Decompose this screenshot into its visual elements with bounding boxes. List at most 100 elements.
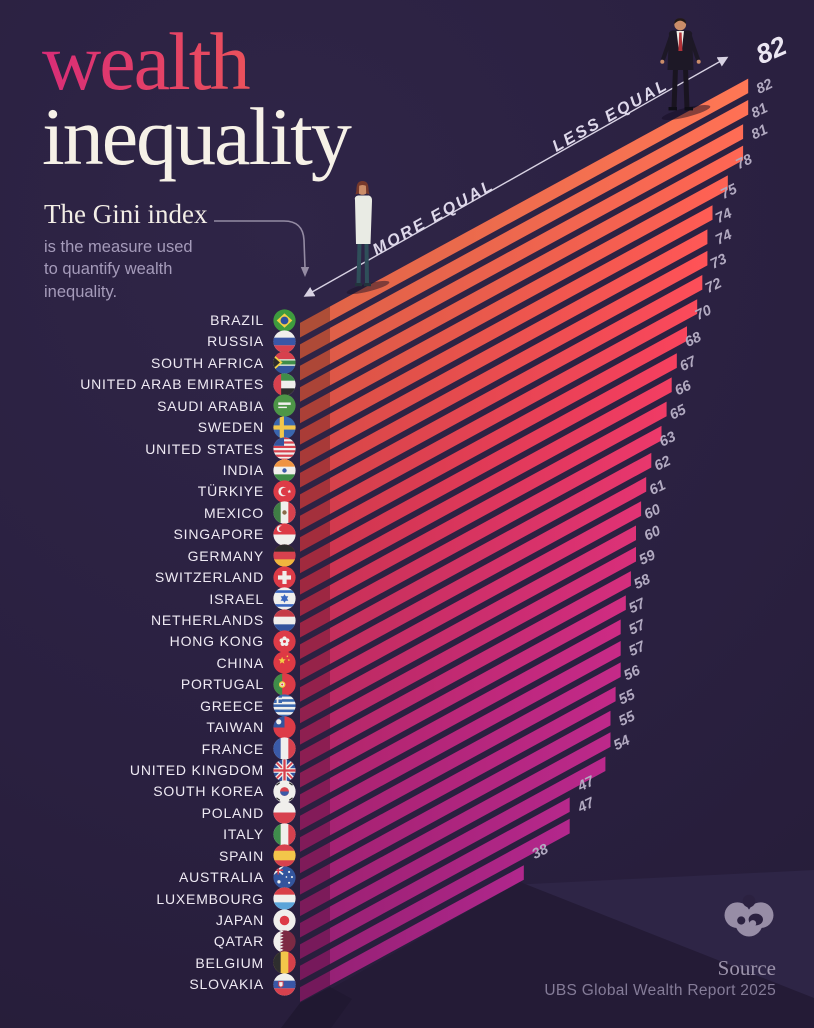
flag-italy-icon xyxy=(273,823,296,846)
bar-china xyxy=(330,477,647,664)
country-row-luxembourg: LUXEMBOURG xyxy=(0,887,296,910)
country-row-japan: JAPAN xyxy=(0,908,296,932)
bar-hong-kong xyxy=(330,452,652,643)
flag-t-rkiye-icon xyxy=(273,480,296,503)
country-label-taiwan: TAIWAN xyxy=(206,719,264,736)
bar-endcap-t-rkiye xyxy=(300,477,330,509)
value-label-greece: 60 xyxy=(642,502,664,523)
country-label-switzerland: SWITZERLAND xyxy=(154,569,264,586)
bar-endcap-france xyxy=(300,735,330,767)
bar-endcap-united-arab-emirates xyxy=(300,370,330,402)
country-label-united-kingdom: UNITED KINGDOM xyxy=(129,762,264,779)
country-row-taiwan: TAIWAN xyxy=(0,716,296,739)
country-label-australia: AUSTRALIA xyxy=(179,869,264,886)
flag-singapore-icon xyxy=(273,523,296,546)
flag-united-arab-emirates-icon xyxy=(273,373,296,396)
bar-t-rkiye xyxy=(330,275,703,493)
title-line-wealth: wealth xyxy=(42,20,350,102)
bar-belgium xyxy=(330,818,570,964)
flag-portugal-icon xyxy=(273,673,296,696)
bar-endcap-australia xyxy=(300,863,330,895)
bar-japan xyxy=(330,756,606,922)
value-label-united-kingdom: 58 xyxy=(632,571,654,593)
value-label-germany: 68 xyxy=(683,329,705,351)
value-label-japan: 54 xyxy=(611,733,633,754)
flag-poland-icon xyxy=(273,801,296,824)
value-label-qatar: 47 xyxy=(575,773,598,795)
value-label-united-states: 74 xyxy=(713,206,735,227)
value-label-spain: 56 xyxy=(621,662,643,684)
flag-israel-icon xyxy=(273,587,296,610)
flag-brazil-icon xyxy=(273,308,296,332)
bar-netherlands xyxy=(330,425,662,622)
country-row-t-rkiye: TÜRKIYE xyxy=(0,480,296,503)
value-label-slovakia: 38 xyxy=(530,841,552,863)
country-row-china: CHINA xyxy=(0,651,296,674)
country-label-israel: ISRAEL xyxy=(209,590,264,607)
country-row-sweden: SWEDEN xyxy=(0,416,296,439)
value-label-south-korea: 57 xyxy=(626,595,648,617)
country-row-portugal: PORTUGAL xyxy=(0,673,296,696)
bar-endcap-portugal xyxy=(300,670,330,702)
value-label-italy: 57 xyxy=(626,638,648,660)
country-row-united-kingdom: UNITED KINGDOM xyxy=(0,758,296,782)
country-label-poland: POLAND xyxy=(201,804,264,821)
country-label-spain: SPAIN xyxy=(219,847,264,864)
flag-germany-icon xyxy=(273,544,296,567)
value-label-mexico: 72 xyxy=(703,275,725,296)
bar-spain xyxy=(330,686,616,857)
bar-south-korea xyxy=(330,619,621,793)
value-label-belgium: 47 xyxy=(575,794,598,816)
flag-south-africa-icon xyxy=(273,351,296,374)
gini-callout-body: is the measure used to quantify wealth i… xyxy=(44,238,193,301)
flag-japan-icon xyxy=(273,908,296,932)
country-label-south-africa: SOUTH AFRICA xyxy=(150,354,264,371)
flag-saudi-arabia-icon xyxy=(273,394,296,417)
bar-endcap-israel xyxy=(300,585,330,617)
bar-israel xyxy=(330,401,667,600)
value-label-china: 62 xyxy=(652,453,674,474)
bar-qatar xyxy=(330,797,570,943)
country-label-united-arab-emirates: UNITED ARAB EMIRATES xyxy=(80,376,264,393)
country-row-russia: RUSSIA xyxy=(0,330,296,353)
bar-portugal xyxy=(330,501,642,686)
country-label-united-states: UNITED STATES xyxy=(145,440,264,457)
axis-label-more-equal: MORE EQUAL xyxy=(370,176,498,259)
bar-endcap-luxembourg xyxy=(300,885,330,917)
flag-greece-icon xyxy=(273,694,296,717)
flag-spain-icon xyxy=(273,844,296,867)
country-label-germany: GERMANY xyxy=(187,547,264,564)
value-label-singapore: 70 xyxy=(693,302,715,323)
country-label-france: FRANCE xyxy=(201,740,264,757)
bar-australia xyxy=(330,710,611,879)
bar-greece xyxy=(330,525,636,707)
country-row-netherlands: NETHERLANDS xyxy=(0,608,296,632)
country-row-united-states: UNITED STATES xyxy=(0,437,296,460)
value-label-saudi-arabia: 78 xyxy=(734,151,756,173)
bar-slovakia xyxy=(330,865,524,986)
bar-endcap-japan xyxy=(300,906,330,938)
value-label-taiwan: 60 xyxy=(642,523,664,544)
flag-france-icon xyxy=(273,737,296,760)
country-label-luxembourg: LUXEMBOURG xyxy=(156,890,264,907)
value-label-t-rkiye: 73 xyxy=(708,251,730,272)
wall-base-shadow xyxy=(281,987,352,1028)
bar-endcap-slovakia xyxy=(300,970,330,1002)
value-label-netherlands: 65 xyxy=(667,402,689,424)
country-row-belgium: BELGIUM xyxy=(0,951,296,975)
country-row-switzerland: SWITZERLAND xyxy=(0,566,296,589)
flag-slovakia-icon xyxy=(273,973,296,996)
country-label-japan: JAPAN xyxy=(215,912,264,929)
bar-endcap-saudi-arabia xyxy=(300,392,330,424)
equality-axis-arrow xyxy=(303,56,729,297)
flag-mexico-icon xyxy=(273,501,296,524)
flag-qatar-icon xyxy=(273,930,296,953)
bar-endcap-china xyxy=(300,649,330,681)
country-label-brazil: BRAZIL xyxy=(210,312,264,328)
value-label-hong-kong: 63 xyxy=(657,429,679,450)
bar-france xyxy=(330,571,631,750)
country-row-brazil: BRAZIL xyxy=(0,308,296,332)
